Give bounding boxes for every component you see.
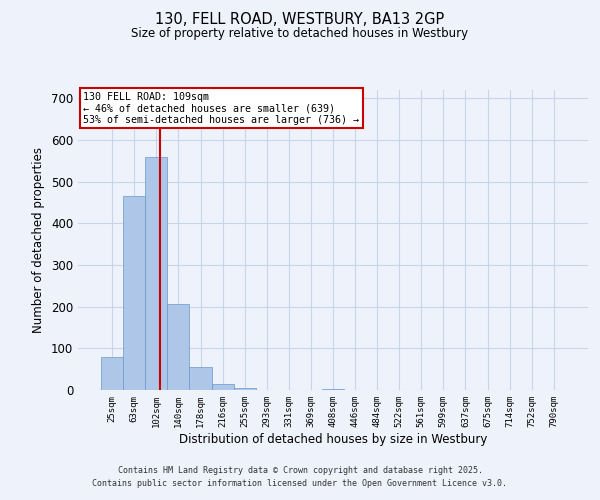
Bar xyxy=(123,196,145,390)
Bar xyxy=(145,156,167,390)
Text: Size of property relative to detached houses in Westbury: Size of property relative to detached ho… xyxy=(131,28,469,40)
Bar xyxy=(233,388,256,390)
Bar xyxy=(322,389,344,390)
Bar xyxy=(167,304,190,390)
X-axis label: Distribution of detached houses by size in Westbury: Distribution of detached houses by size … xyxy=(179,432,487,446)
Text: 130, FELL ROAD, WESTBURY, BA13 2GP: 130, FELL ROAD, WESTBURY, BA13 2GP xyxy=(155,12,445,28)
Bar xyxy=(190,367,212,390)
Text: Contains HM Land Registry data © Crown copyright and database right 2025.
Contai: Contains HM Land Registry data © Crown c… xyxy=(92,466,508,487)
Y-axis label: Number of detached properties: Number of detached properties xyxy=(32,147,46,333)
Bar xyxy=(101,356,123,390)
Text: 130 FELL ROAD: 109sqm
← 46% of detached houses are smaller (639)
53% of semi-det: 130 FELL ROAD: 109sqm ← 46% of detached … xyxy=(83,92,359,124)
Bar xyxy=(212,384,233,390)
